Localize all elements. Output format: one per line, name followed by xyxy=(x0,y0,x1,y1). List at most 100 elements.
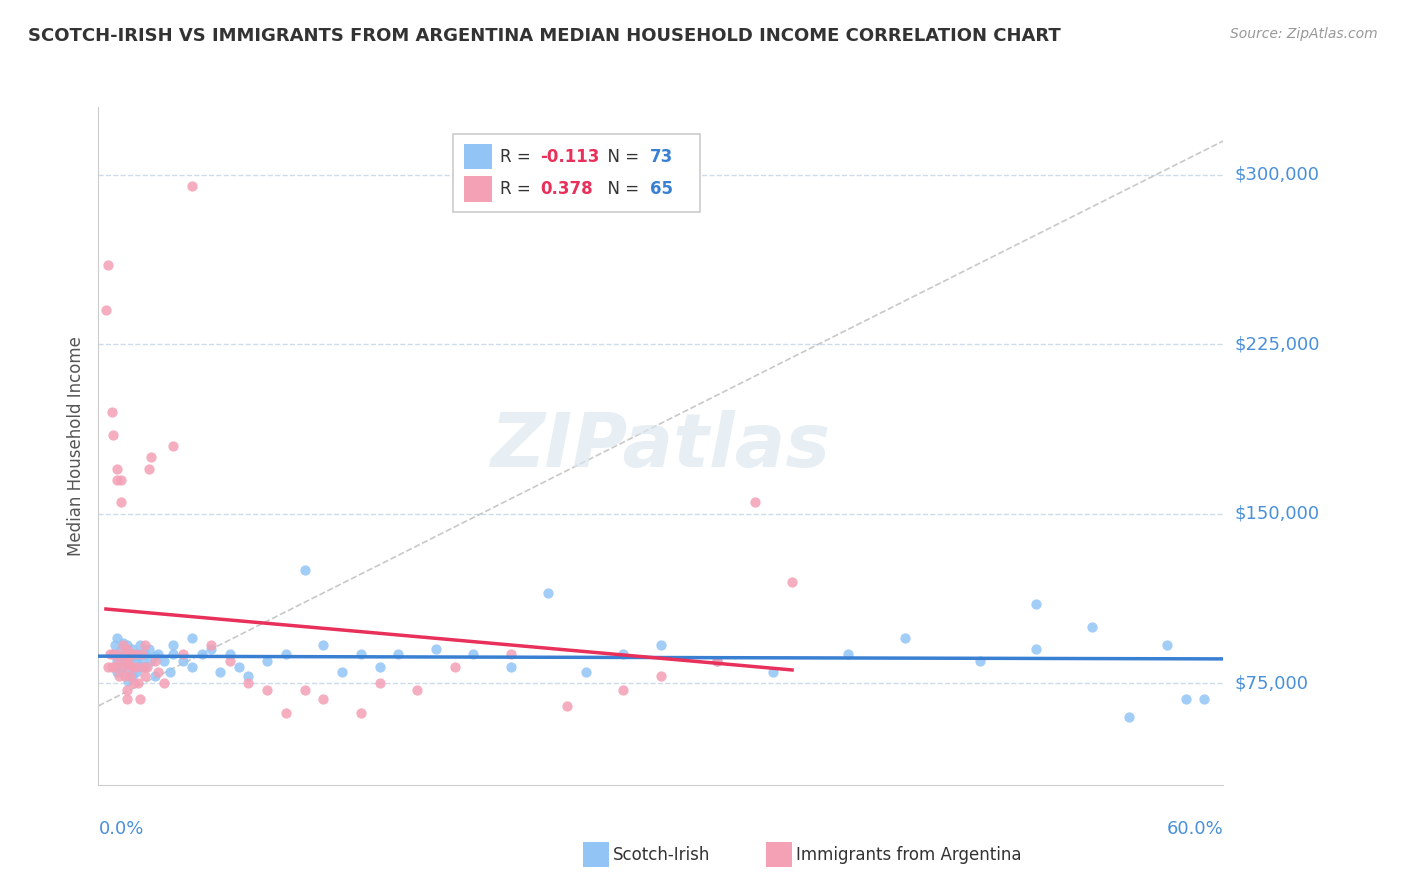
Point xyxy=(330,665,353,679)
Point xyxy=(100,660,122,674)
Point xyxy=(108,669,131,683)
Text: N =: N = xyxy=(596,147,644,166)
Point xyxy=(612,683,634,698)
Point xyxy=(100,405,122,419)
Point xyxy=(114,647,136,661)
Point xyxy=(148,665,170,679)
Point xyxy=(762,665,785,679)
Point xyxy=(294,683,316,698)
Point xyxy=(406,683,429,698)
Text: $300,000: $300,000 xyxy=(1234,166,1319,184)
Text: 0.0%: 0.0% xyxy=(98,820,143,838)
Point xyxy=(387,647,409,661)
Point xyxy=(115,654,138,668)
Point xyxy=(368,676,391,690)
Point xyxy=(256,683,278,698)
Point xyxy=(105,461,128,475)
Point xyxy=(443,660,465,674)
Point xyxy=(499,660,522,674)
Point xyxy=(111,660,134,674)
Text: $75,000: $75,000 xyxy=(1234,674,1309,692)
Point xyxy=(969,654,991,668)
Point xyxy=(294,563,316,577)
Point xyxy=(117,658,139,673)
Point xyxy=(128,692,150,706)
Point xyxy=(228,660,250,674)
Point xyxy=(125,665,148,679)
Point xyxy=(114,654,136,668)
Point xyxy=(111,638,134,652)
Point xyxy=(136,660,159,674)
Point xyxy=(181,631,204,645)
Point xyxy=(575,665,598,679)
Point xyxy=(200,642,222,657)
Point xyxy=(105,473,128,487)
Point xyxy=(162,439,184,453)
Point xyxy=(274,647,297,661)
Point xyxy=(120,669,142,683)
Point xyxy=(172,654,194,668)
Point xyxy=(121,642,143,657)
Point xyxy=(131,647,153,661)
Bar xyxy=(464,177,492,202)
Point xyxy=(117,649,139,664)
Point xyxy=(127,676,149,690)
Point xyxy=(125,660,148,674)
Point xyxy=(105,665,128,679)
Point xyxy=(1174,692,1197,706)
Point xyxy=(131,654,153,668)
Point xyxy=(105,631,128,645)
Text: N =: N = xyxy=(596,180,644,198)
Text: R =: R = xyxy=(501,180,536,198)
Point xyxy=(108,654,131,668)
Point xyxy=(104,660,127,674)
Point xyxy=(128,660,150,674)
Text: -0.113: -0.113 xyxy=(540,147,600,166)
Point xyxy=(134,669,156,683)
Point xyxy=(110,473,132,487)
Point xyxy=(115,692,138,706)
Point xyxy=(97,258,120,272)
Point xyxy=(612,647,634,661)
Point xyxy=(111,649,134,664)
Point xyxy=(110,495,132,509)
Point xyxy=(555,698,578,713)
Point xyxy=(218,647,240,661)
Point xyxy=(650,669,672,683)
Point xyxy=(1118,710,1140,724)
Point xyxy=(1194,692,1216,706)
Point xyxy=(1025,642,1047,657)
Point xyxy=(114,647,136,661)
Point xyxy=(1081,620,1104,634)
Point xyxy=(103,647,125,661)
Point xyxy=(274,706,297,720)
Point xyxy=(209,665,232,679)
Point xyxy=(115,665,138,679)
Text: 65: 65 xyxy=(650,180,672,198)
Text: SCOTCH-IRISH VS IMMIGRANTS FROM ARGENTINA MEDIAN HOUSEHOLD INCOME CORRELATION CH: SCOTCH-IRISH VS IMMIGRANTS FROM ARGENTIN… xyxy=(28,27,1062,45)
Point xyxy=(94,303,117,318)
Point xyxy=(110,642,132,657)
Text: R =: R = xyxy=(501,147,536,166)
Point xyxy=(350,706,373,720)
Point xyxy=(893,631,915,645)
Point xyxy=(706,654,728,668)
Point xyxy=(706,654,728,668)
Text: Scotch-Irish: Scotch-Irish xyxy=(613,846,710,863)
Point xyxy=(162,647,184,661)
Point xyxy=(744,495,766,509)
Point xyxy=(837,647,859,661)
Point xyxy=(162,638,184,652)
Point xyxy=(218,654,240,668)
Point xyxy=(368,660,391,674)
Point xyxy=(312,638,335,652)
Point xyxy=(153,676,176,690)
Point xyxy=(117,673,139,688)
Point xyxy=(121,660,143,674)
Point xyxy=(425,642,447,657)
Text: $150,000: $150,000 xyxy=(1234,505,1319,523)
Point xyxy=(256,654,278,668)
Point xyxy=(238,669,260,683)
Point xyxy=(120,658,142,673)
Point xyxy=(312,692,335,706)
